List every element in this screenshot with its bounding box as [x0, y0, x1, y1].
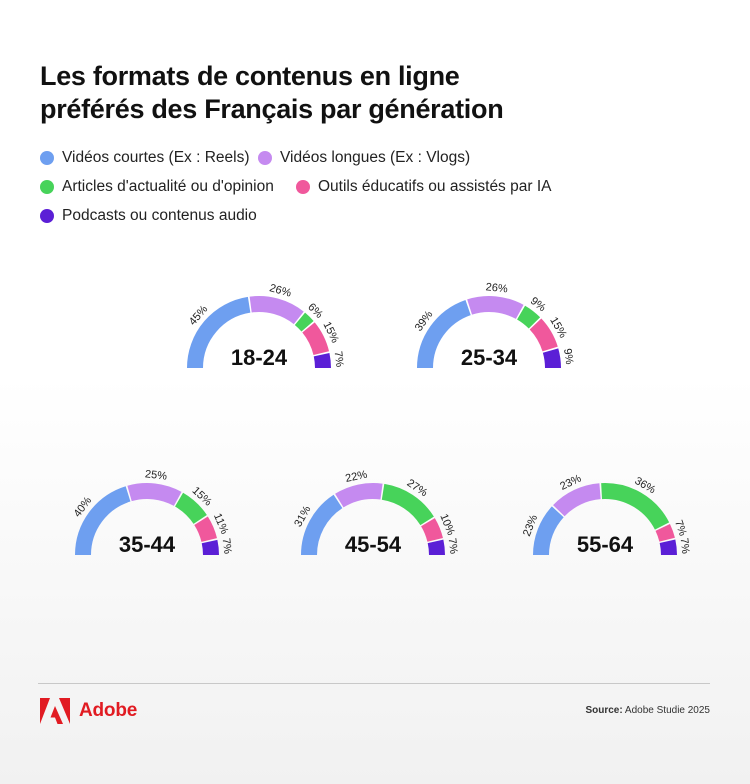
- gauge-35-44-value-label-1: 25%: [144, 468, 167, 482]
- legend-label-outils-ia: Outils éducatifs ou assistés par IA: [318, 177, 552, 195]
- gauge-45-54-segment-2: [381, 483, 434, 526]
- gauge-25-34-segment-3: [529, 318, 558, 352]
- adobe-logo-icon: [40, 698, 70, 724]
- legend-item-videos-courtes: Vidéos courtes (Ex : Reels): [40, 149, 258, 167]
- legend-swatch-outils-ia: [296, 179, 310, 194]
- legend-label-podcasts: Podcasts ou contenus audio: [62, 206, 257, 224]
- gauge-55-64-value-label-3: 7%: [672, 519, 689, 538]
- gauge-45-54: 31%22%27%10%7%45-54: [292, 469, 459, 557]
- gauge-25-34-segment-4: [542, 348, 561, 369]
- gauge-55-64: 23%23% 36%7%7%55-64: [521, 472, 691, 557]
- legend-label-videos-courtes: Vidéos courtes (Ex : Reels): [62, 148, 250, 166]
- legend-swatch-videos-longues: [258, 150, 272, 165]
- gauge-35-44-title: 35-44: [119, 532, 176, 557]
- gauge-35-44-segment-3: [194, 516, 217, 543]
- gauge-35-44-segment-1: [127, 483, 182, 507]
- gauge-45-54-segment-3: [420, 518, 443, 543]
- chart-title: Les formats de contenus en ligne préféré…: [40, 60, 640, 126]
- gauge-18-24-segment-3: [302, 322, 330, 356]
- legend-label-articles: Articles d'actualité ou d'opinion: [62, 177, 274, 195]
- gauge-25-34-segment-1: [467, 296, 524, 320]
- gauge-55-64-segment-2: [601, 483, 670, 530]
- legend-swatch-articles: [40, 179, 54, 194]
- gauge-18-24-value-label-1: 26%: [268, 282, 293, 299]
- gauge-25-34-segment-0: [417, 299, 472, 369]
- gauge-18-24-segment-2: [294, 312, 314, 332]
- gauge-35-44-segment-2: [174, 492, 207, 525]
- gauge-25-34-value-label-4: 9%: [561, 348, 575, 366]
- gauge-35-44-segment-4: [201, 539, 219, 556]
- gauge-45-54-segment-4: [427, 539, 445, 556]
- gauge-55-64-segment-1: [553, 483, 602, 517]
- chart-title-line-1: Les formats de contenus en ligne: [40, 61, 460, 91]
- gauge-18-24-segment-1: [249, 296, 304, 325]
- legend-swatch-podcasts: [40, 208, 54, 223]
- gauge-55-64-title: 55-64: [577, 532, 634, 557]
- gauge-18-24-value-label-4: 7%: [332, 351, 346, 368]
- legend-item-videos-longues: Vidéos longues (Ex : Vlogs): [258, 149, 470, 167]
- legend-item-articles: Articles d'actualité ou d'opinion: [40, 178, 296, 196]
- adobe-logo: Adobe: [40, 698, 137, 724]
- source-text: Adobe Studie 2025: [624, 705, 710, 716]
- legend: Vidéos courtes (Ex : Reels) Vidéos longu…: [40, 143, 720, 230]
- gauge-25-34-segment-2: [516, 305, 541, 329]
- legend-item-podcasts: Podcasts ou contenus audio: [40, 207, 257, 225]
- gauge-55-64-segment-0: [533, 506, 564, 556]
- gauge-35-44: 40%25%15%11%7%35-44: [71, 468, 233, 557]
- source-note: Source: Adobe Studie 2025: [585, 705, 710, 716]
- gauge-55-64-segment-4: [659, 539, 677, 556]
- gauge-45-54-value-label-1: 22%: [344, 469, 368, 485]
- gauge-18-24-title: 18-24: [231, 345, 288, 370]
- gauge-25-34-title: 25-34: [461, 345, 518, 370]
- chart-title-line-2: préférés des Français par génération: [40, 94, 504, 124]
- gauge-45-54-value-label-4: 7%: [446, 537, 460, 554]
- gauge-25-34-value-label-1: 26%: [485, 281, 508, 295]
- legend-item-outils-ia: Outils éducatifs ou assistés par IA: [296, 178, 551, 196]
- source-label: Source:: [585, 705, 623, 716]
- gauge-18-24: 45%26%6%15%7%18-24: [187, 282, 346, 370]
- gauge-45-54-segment-0: [301, 494, 343, 556]
- gauge-45-54-title: 45-54: [345, 532, 402, 557]
- legend-label-videos-longues: Vidéos longues (Ex : Vlogs): [280, 148, 471, 166]
- gauge-18-24-segment-4: [313, 352, 332, 369]
- footer-divider: [38, 683, 710, 684]
- gauge-35-44-value-label-4: 7%: [220, 537, 234, 554]
- gauge-55-64-value-label-4: 7%: [678, 537, 692, 554]
- gauge-45-54-segment-1: [335, 483, 383, 508]
- adobe-logo-text: Adobe: [79, 700, 138, 721]
- gauge-35-44-segment-0: [75, 486, 131, 556]
- gauge-25-34: 39%26%9%15%9%25-34: [413, 281, 575, 370]
- gauge-18-24-segment-0: [187, 296, 251, 369]
- legend-swatch-videos-courtes: [40, 150, 54, 165]
- gauge-55-64-segment-3: [655, 523, 675, 542]
